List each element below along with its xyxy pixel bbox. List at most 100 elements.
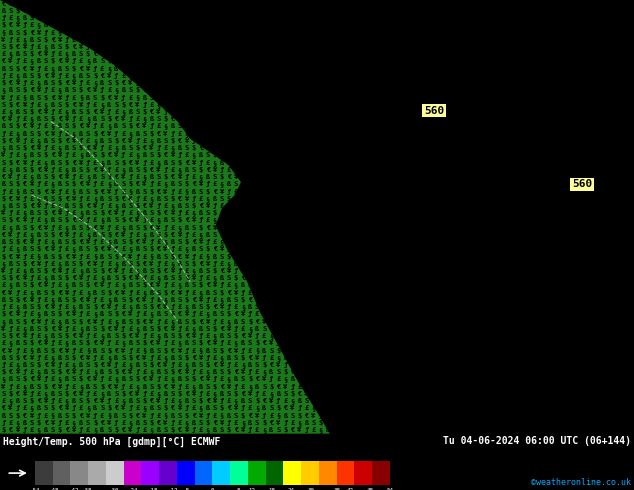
Text: ß: ß	[164, 160, 167, 166]
Text: S: S	[220, 312, 224, 318]
Text: $: $	[290, 391, 294, 397]
Text: $: $	[150, 304, 153, 310]
Text: ƒ: ƒ	[501, 109, 506, 115]
Text: €: €	[572, 80, 576, 86]
Text: €: €	[220, 326, 224, 332]
Text: £: £	[100, 8, 104, 14]
Text: €: €	[79, 181, 83, 187]
Text: ¥: ¥	[178, 232, 182, 238]
Text: ß: ß	[600, 347, 604, 353]
Text: ¥: ¥	[121, 232, 126, 238]
Text: S: S	[198, 73, 203, 79]
Text: $: $	[325, 37, 330, 43]
Text: €: €	[621, 58, 626, 64]
Text: £: £	[361, 0, 365, 6]
Text: ¥: ¥	[44, 51, 48, 57]
Text: ¥: ¥	[593, 66, 597, 72]
Text: £: £	[593, 312, 597, 318]
Text: ƒ: ƒ	[114, 246, 119, 252]
Text: §: §	[15, 131, 20, 137]
Text: ß: ß	[290, 261, 294, 267]
Text: ƒ: ƒ	[354, 174, 358, 180]
Text: ƒ: ƒ	[586, 23, 590, 28]
Text: ¥: ¥	[114, 37, 119, 43]
Text: ß: ß	[44, 254, 48, 260]
Text: §: §	[37, 427, 41, 433]
Text: ¥: ¥	[318, 145, 323, 151]
Text: $: $	[297, 355, 302, 361]
Text: €: €	[157, 73, 160, 79]
Text: £: £	[51, 29, 55, 35]
Text: €: €	[248, 181, 252, 187]
Text: €: €	[150, 341, 153, 346]
Text: ß: ß	[248, 304, 252, 310]
Text: S: S	[508, 102, 513, 108]
Text: $: $	[184, 8, 189, 14]
Text: $: $	[410, 123, 414, 129]
Text: ƒ: ƒ	[495, 376, 499, 382]
Text: ƒ: ƒ	[184, 174, 189, 180]
Text: ß: ß	[593, 95, 597, 100]
Text: S: S	[79, 167, 83, 173]
Text: ƒ: ƒ	[410, 116, 414, 122]
Text: $: $	[530, 203, 534, 209]
Text: S: S	[382, 232, 386, 238]
Text: $: $	[431, 420, 436, 426]
Text: $: $	[198, 225, 203, 231]
Text: £: £	[142, 80, 146, 86]
Text: £: £	[255, 312, 259, 318]
Text: §: §	[544, 80, 548, 86]
Text: ƒ: ƒ	[325, 376, 330, 382]
Text: ƒ: ƒ	[311, 102, 316, 108]
Text: §: §	[93, 369, 97, 375]
Text: S: S	[164, 138, 167, 144]
Text: £: £	[290, 246, 294, 252]
Text: £: £	[417, 116, 421, 122]
Text: $: $	[311, 167, 316, 173]
Text: ß: ß	[65, 29, 69, 35]
Text: $: $	[565, 196, 569, 202]
Text: ß: ß	[530, 420, 534, 426]
Text: $: $	[128, 66, 133, 72]
Text: ¥: ¥	[248, 218, 252, 223]
Text: §: §	[51, 123, 55, 129]
Text: $: $	[150, 362, 153, 368]
Text: ¥: ¥	[142, 8, 146, 14]
Text: €: €	[157, 246, 160, 252]
Text: £: £	[375, 160, 379, 166]
Text: £: £	[15, 210, 20, 216]
Text: $: $	[227, 80, 231, 86]
Text: ß: ß	[220, 275, 224, 281]
Text: S: S	[459, 297, 463, 303]
Text: §: §	[501, 297, 506, 303]
Text: §: §	[30, 0, 34, 6]
Text: £: £	[248, 58, 252, 64]
Text: £: £	[93, 44, 97, 50]
Text: £: £	[142, 196, 146, 202]
Text: §: §	[424, 290, 429, 295]
Text: ß: ß	[79, 420, 83, 426]
Text: §: §	[184, 246, 189, 252]
Text: €: €	[396, 232, 400, 238]
Text: ß: ß	[86, 95, 90, 100]
Text: ß: ß	[255, 152, 259, 158]
Text: §: §	[579, 420, 583, 426]
Text: £: £	[276, 261, 280, 267]
Text: £: £	[508, 398, 513, 404]
Text: §: §	[396, 261, 400, 267]
Text: ƒ: ƒ	[234, 268, 238, 274]
Text: €: €	[86, 318, 90, 324]
Text: £: £	[614, 376, 619, 382]
Text: £: £	[621, 51, 626, 57]
Text: ß: ß	[276, 391, 280, 397]
Text: ƒ: ƒ	[403, 268, 407, 274]
Text: §: §	[593, 232, 597, 238]
Text: §: §	[424, 0, 429, 6]
Text: €: €	[93, 109, 97, 115]
Text: $: $	[628, 391, 633, 397]
Text: £: £	[530, 405, 534, 411]
Text: £: £	[565, 283, 569, 289]
Text: ß: ß	[607, 254, 611, 260]
Text: ¥: ¥	[474, 391, 477, 397]
Text: S: S	[297, 145, 302, 151]
